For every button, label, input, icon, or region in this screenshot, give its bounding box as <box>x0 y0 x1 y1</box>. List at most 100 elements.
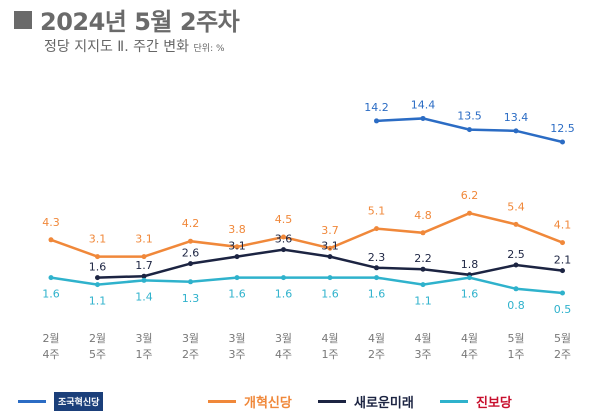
x-tick-label: 5월 <box>554 332 571 345</box>
data-point <box>560 290 565 296</box>
x-tick-label: 1주 <box>507 348 524 361</box>
data-point <box>560 268 565 274</box>
data-label: 1.1 <box>414 295 432 308</box>
data-point <box>374 265 379 271</box>
data-point <box>141 277 147 283</box>
x-tick-label: 2주 <box>182 348 199 361</box>
x-tick-label: 5주 <box>89 348 106 361</box>
data-point <box>188 238 193 244</box>
data-point <box>513 286 519 292</box>
data-point <box>560 240 565 246</box>
data-label: 5.4 <box>507 200 525 213</box>
data-label: 2.1 <box>554 254 572 267</box>
data-label: 1.3 <box>182 292 200 305</box>
x-tick-label: 2주 <box>554 348 571 361</box>
data-label: 2.3 <box>368 251 386 264</box>
data-label: 3.7 <box>321 224 339 237</box>
data-point <box>513 262 519 268</box>
data-label: 2.2 <box>414 252 432 265</box>
legend-item-1: 개혁신당 <box>208 392 292 411</box>
line-chart: 14.2 14.4 13.5 13.4 12.5 4.3 3.1 3.1 4.2 3.8 4.5 3.… <box>42 98 575 361</box>
data-label: 1.8 <box>461 258 479 271</box>
data-point <box>234 254 240 260</box>
data-label: 1.6 <box>275 288 293 301</box>
data-label: 3.6 <box>275 233 293 246</box>
title-square-icon <box>14 11 32 29</box>
data-point <box>234 275 240 281</box>
title-text: 2024년 5월 2주차 <box>40 8 240 36</box>
x-tick-label: 4월 <box>321 332 338 345</box>
legend-item-0: 조국혁신당 <box>18 392 104 411</box>
x-tick-label: 4주 <box>275 348 292 361</box>
data-label: 6.2 <box>461 189 479 202</box>
x-tick-label: 4월 <box>414 332 431 345</box>
legend-item-2: 새로운미래 <box>318 392 414 411</box>
data-label: 0.8 <box>507 299 525 312</box>
data-label: 1.7 <box>135 259 153 272</box>
x-tick-label: 3월 <box>228 332 245 345</box>
data-label: 1.6 <box>42 288 60 301</box>
data-label: 1.6 <box>228 288 246 301</box>
legend-label: 조국혁신당 <box>54 392 104 411</box>
x-tick-label: 2월 <box>89 332 106 345</box>
x-tick-label: 1주 <box>321 348 338 361</box>
data-label: 4.3 <box>42 216 60 229</box>
data-point <box>374 275 379 281</box>
data-point <box>420 230 426 236</box>
data-point <box>513 221 519 227</box>
legend-label: 새로운미래 <box>354 396 414 411</box>
data-point <box>513 128 519 134</box>
data-point <box>420 266 426 272</box>
data-point <box>327 245 333 251</box>
legend-label: 진보당 <box>476 396 512 411</box>
x-tick-label: 3월 <box>182 332 199 345</box>
data-point <box>420 282 426 288</box>
data-label: 2.6 <box>182 247 200 260</box>
x-tick-label: 4주 <box>461 348 478 361</box>
series-line-2 <box>97 248 563 279</box>
chart-subtitle: 정당 지지도 Ⅱ. 주간 변화 단위: % <box>44 36 225 56</box>
data-label: 1.6 <box>461 288 479 301</box>
data-label: 4.1 <box>554 219 572 232</box>
x-tick-label: 4월 <box>461 332 478 345</box>
chart-title: 2024년 5월 2주차 <box>14 2 240 37</box>
data-label: 1.6 <box>89 261 107 274</box>
data-label: 5.1 <box>368 205 386 218</box>
data-label: 3.1 <box>135 233 153 246</box>
data-point <box>467 275 472 281</box>
data-label: 0.5 <box>554 303 572 316</box>
x-tick-label: 3월 <box>135 332 152 345</box>
data-point <box>374 118 379 124</box>
legend-item-3: 진보당 <box>440 392 512 411</box>
data-point <box>141 254 147 260</box>
data-label: 14.4 <box>411 98 436 111</box>
data-label: 4.2 <box>182 217 200 230</box>
data-point <box>281 275 286 281</box>
series-line-3 <box>50 276 563 295</box>
x-tick-label: 3월 <box>275 332 292 345</box>
subtitle-text: 정당 지지도 Ⅱ. 주간 변화 <box>44 39 190 55</box>
data-point <box>281 234 286 240</box>
data-point <box>234 244 240 250</box>
data-label: 12.5 <box>550 122 575 135</box>
x-tick-label: 2주 <box>368 348 385 361</box>
data-point <box>188 279 193 285</box>
data-point <box>281 247 286 253</box>
legend-line-icon <box>208 400 236 403</box>
data-point <box>560 139 565 145</box>
data-label: 1.6 <box>321 288 339 301</box>
data-point <box>420 115 426 121</box>
x-tick-label: 4월 <box>368 332 385 345</box>
data-point <box>48 275 54 281</box>
data-label: 2.5 <box>507 248 525 261</box>
data-point <box>95 282 100 288</box>
data-label: 3.1 <box>89 233 107 246</box>
unit-label: 단위: % <box>193 44 225 54</box>
legend-label: 개혁신당 <box>244 396 292 411</box>
data-label: 4.8 <box>414 209 432 222</box>
x-tick-label: 3주 <box>414 348 431 361</box>
data-point <box>467 210 472 216</box>
series-line-1 <box>50 211 563 258</box>
data-label: 13.4 <box>504 111 529 124</box>
x-tick-label: 1주 <box>135 348 152 361</box>
